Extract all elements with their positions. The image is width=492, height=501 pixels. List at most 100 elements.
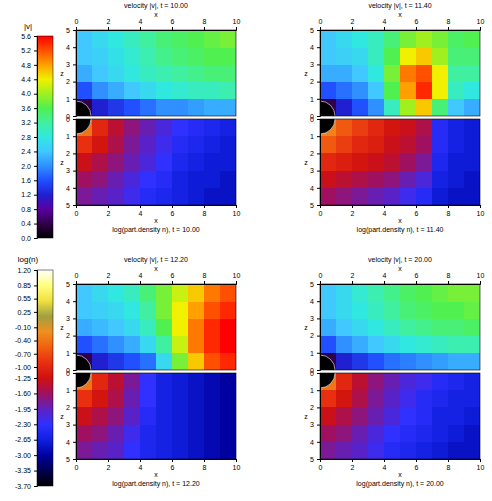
colorbar-axis-tick: -0.10 — [15, 324, 37, 331]
tick-label: 2 — [310, 332, 314, 339]
x-axis-tick: 6 — [415, 459, 419, 471]
z-axis-tick: 3 — [310, 315, 320, 322]
tick-label: 1.6 — [21, 177, 31, 184]
cell — [108, 407, 125, 425]
tick-mark — [317, 407, 320, 408]
tick-mark — [384, 27, 385, 30]
axis-line — [77, 281, 237, 285]
tick-mark — [317, 425, 320, 426]
cell — [416, 64, 433, 82]
tick-label: 2 — [66, 332, 70, 339]
cell — [384, 336, 401, 354]
tick-label: 10 — [233, 18, 241, 25]
tick-label: 0 — [310, 116, 314, 123]
tick-label: 2 — [351, 18, 355, 25]
tick-label: 8 — [447, 464, 451, 471]
x-axis-tick: 8 — [447, 205, 451, 217]
cell — [92, 171, 109, 189]
tick-label: 1 — [66, 96, 70, 103]
axis-line — [77, 206, 237, 209]
cell — [448, 171, 465, 189]
cell — [432, 82, 449, 100]
z-axis-tick: 2 — [66, 150, 76, 157]
tick-mark — [352, 27, 353, 30]
cell — [108, 136, 125, 154]
tick-label: 1.2 — [21, 191, 31, 198]
tick-mark — [320, 281, 321, 284]
tick-label: 6 — [171, 210, 175, 217]
cell — [400, 318, 417, 336]
panel-title: log(part.density n), t = 10.00 — [112, 226, 199, 234]
plot-frame — [320, 284, 480, 370]
cell — [320, 136, 337, 154]
cell — [416, 136, 433, 154]
tick-label: 5.6 — [21, 33, 31, 40]
cell — [140, 373, 157, 391]
cell — [432, 171, 449, 189]
x-axis-tick: 8 — [447, 18, 451, 30]
cell — [156, 47, 173, 65]
cell — [352, 119, 369, 137]
cell — [204, 30, 221, 48]
tick-mark — [317, 301, 320, 302]
tick-label: 4 — [66, 439, 70, 446]
tick-mark — [317, 188, 320, 189]
tick-mark — [480, 459, 481, 462]
cell — [76, 284, 93, 302]
tick-label: -1.60 — [15, 390, 31, 397]
x-axis: 0246810 — [319, 205, 485, 217]
cell — [124, 373, 141, 391]
cell — [220, 64, 236, 82]
cell — [336, 119, 353, 137]
cell — [108, 30, 125, 48]
cell — [464, 47, 480, 65]
cell — [92, 353, 109, 370]
tick-label: 0.0 — [21, 235, 31, 242]
tick-mark — [317, 64, 320, 65]
tick-mark — [73, 370, 76, 371]
tick-label: -3.70 — [15, 483, 31, 490]
cell — [384, 119, 401, 137]
z-axis-tick: 2 — [310, 332, 320, 339]
tick-mark — [73, 136, 76, 137]
colorbar-title: log(n) — [18, 255, 39, 264]
x-axis-tick: 4 — [139, 272, 143, 284]
cell — [320, 336, 337, 354]
z-axis-tick: 2 — [310, 78, 320, 85]
cell — [432, 64, 449, 82]
cell — [140, 30, 157, 48]
cell — [140, 82, 157, 100]
tick-mark — [416, 459, 417, 462]
tick-mark — [73, 459, 76, 460]
cell — [368, 82, 385, 100]
tick-mark — [448, 281, 449, 284]
cell — [320, 188, 337, 205]
axis-line — [317, 285, 321, 371]
panel-title: log(part.density n), t = 12.20 — [112, 480, 199, 488]
z-axis-tick: 2 — [66, 78, 76, 85]
axis-title: z — [304, 413, 308, 420]
cell — [464, 442, 480, 459]
colorbar-axis-tick: 4.4 — [21, 76, 37, 83]
cell — [384, 153, 401, 171]
cell — [156, 336, 173, 354]
cell — [352, 136, 369, 154]
tick-mark — [448, 459, 449, 462]
cell — [432, 47, 449, 65]
cell — [220, 390, 236, 408]
cell — [140, 301, 157, 319]
cell — [336, 373, 353, 391]
cell — [220, 188, 236, 205]
tick-label: 4 — [310, 185, 314, 192]
cell — [384, 425, 401, 443]
cell — [92, 425, 109, 443]
z-axis-tick: 3 — [310, 61, 320, 68]
x-axis-tick: 6 — [415, 18, 419, 30]
cell — [400, 188, 417, 205]
tick-mark — [34, 424, 37, 425]
cell — [220, 301, 236, 319]
z-axis-tick: 5 — [310, 456, 320, 463]
cell — [204, 301, 221, 319]
panel-title: velocity |v|, t = 10.00 — [124, 2, 188, 10]
tick-mark — [34, 65, 37, 66]
